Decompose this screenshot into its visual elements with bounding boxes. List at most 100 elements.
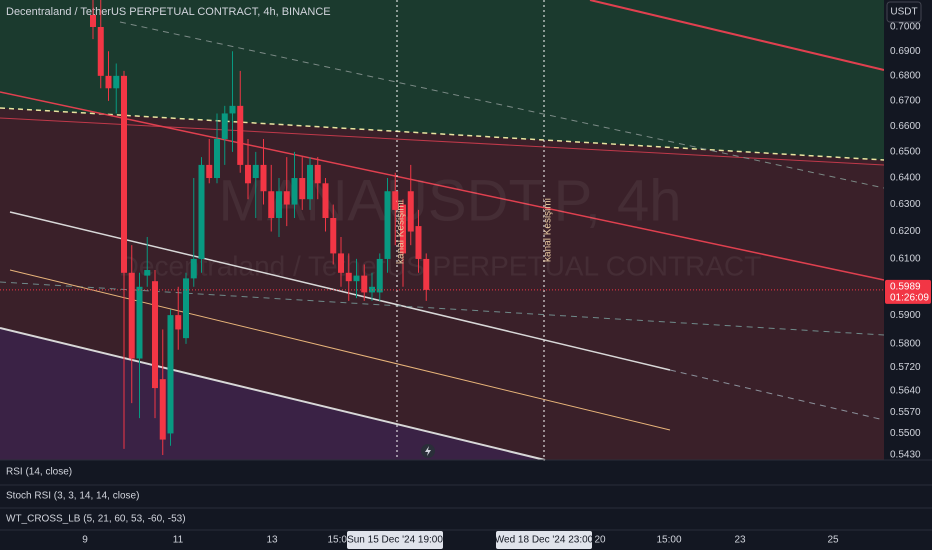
x-tick-label: 15:00 — [656, 535, 681, 546]
candle-body — [361, 275, 368, 293]
green-zone — [0, 0, 884, 160]
y-tick-label: 0.6900 — [890, 46, 921, 57]
candle-body — [90, 14, 96, 27]
y-tick-label: 0.6600 — [890, 121, 921, 132]
indicator-label[interactable]: RSI (14, close) — [6, 467, 72, 478]
annotation: kanal Kesişimi — [543, 198, 554, 262]
candle-body — [307, 164, 313, 200]
x-tick-label: 13 — [266, 535, 278, 546]
channel-line — [0, 327, 546, 461]
candle-body — [283, 191, 290, 205]
candle-body — [268, 191, 275, 218]
candle-body — [353, 275, 360, 282]
candle-body — [345, 272, 352, 282]
candle-body — [113, 75, 120, 89]
countdown: 01:26:09 — [890, 293, 929, 304]
candle-body — [167, 315, 174, 434]
candles — [90, 0, 430, 456]
candle-body — [407, 191, 414, 232]
channel-line — [9, 269, 671, 431]
last-price-box — [885, 279, 931, 304]
candle-body — [175, 315, 182, 330]
candle-body — [338, 253, 344, 273]
time-highlight — [347, 531, 443, 549]
price-axis — [884, 0, 932, 530]
x-tick-label: 25 — [827, 535, 839, 546]
candle-body — [128, 272, 135, 359]
indicator-label[interactable]: WT_CROSS_LB (5, 21, 60, 53, -60, -53) — [6, 514, 186, 525]
dashed-line — [669, 369, 885, 421]
symbol-title[interactable]: Decentraland / TetherUS PERPETUAL CONTRA… — [6, 6, 331, 18]
x-tick-label: 9 — [82, 535, 88, 546]
y-tick-label: 0.5500 — [890, 428, 921, 439]
last-price: 0.5989 — [890, 282, 921, 293]
x-tick-label: Wed 18 Dec '24 23:00 — [495, 535, 594, 546]
indicator-label[interactable]: Stoch RSI (3, 3, 14, 14, close) — [6, 491, 139, 502]
candle-body — [136, 286, 143, 359]
candle-body — [245, 164, 251, 184]
candle-body — [229, 105, 236, 114]
y-tick-label: 0.6500 — [890, 147, 921, 158]
candle-body — [291, 178, 298, 205]
y-tick-label: 0.7000 — [890, 22, 921, 33]
candle-body — [206, 164, 213, 179]
trend-line — [0, 91, 885, 281]
candle-body — [144, 270, 151, 276]
y-tick-label: 0.6300 — [890, 199, 921, 210]
candle-body — [322, 183, 329, 218]
candle-body — [384, 191, 391, 259]
y-tick-label: 0.6200 — [890, 226, 921, 237]
x-tick-label: 11 — [173, 535, 184, 546]
y-tick-label: 0.6700 — [890, 95, 921, 106]
y-tick-label: 0.5640 — [890, 386, 921, 397]
candle-body — [330, 217, 337, 254]
x-tick-label: 20 — [594, 535, 606, 546]
currency[interactable]: USDT — [890, 7, 917, 18]
y-tick-label: 0.6100 — [890, 254, 921, 265]
x-tick-label: 15:00 — [327, 535, 352, 546]
trend-line — [589, 0, 885, 71]
candle-body — [198, 164, 205, 259]
candle-body — [190, 258, 197, 279]
candle-body — [183, 278, 189, 339]
candle-body — [121, 75, 127, 273]
currency-box[interactable] — [886, 1, 922, 23]
candle-body — [415, 226, 422, 259]
dashed-line — [119, 21, 885, 189]
y-tick-label: 0.5570 — [890, 407, 921, 418]
candle-body — [237, 105, 244, 165]
candle-body — [97, 26, 104, 76]
candle-body — [423, 258, 430, 290]
watermark-name: Decentraland / TetherUS PERPETUAL CONTRA… — [119, 250, 762, 281]
candle-body — [314, 164, 321, 184]
candle-body — [260, 164, 267, 192]
x-tick-label: 23 — [734, 535, 746, 546]
candle-body — [299, 178, 306, 200]
candle-body — [376, 258, 383, 293]
candle-body — [221, 113, 228, 139]
time-highlight — [496, 531, 592, 549]
candle-body — [276, 191, 282, 218]
x-tick-label: Sun 15 Dec '24 19:00 — [347, 535, 443, 546]
dashed-level — [0, 107, 885, 161]
dashed-line — [0, 281, 885, 336]
bolt-icon — [425, 446, 431, 456]
red-zone — [0, 108, 884, 460]
annotation: kanal Kesişimi — [396, 200, 407, 264]
y-tick-label: 0.5430 — [890, 450, 921, 461]
y-tick-label: 0.5800 — [890, 339, 921, 350]
y-tick-label: 0.5720 — [890, 362, 921, 373]
candle-body — [252, 164, 259, 179]
candle-body — [400, 204, 406, 254]
trend-line — [0, 117, 885, 166]
candle-body — [152, 281, 158, 389]
candle-body — [392, 191, 399, 210]
candle-body — [214, 138, 220, 179]
candle-body — [159, 379, 166, 440]
y-tick-label: 0.5900 — [890, 310, 921, 321]
y-tick-label: 0.6400 — [890, 173, 921, 184]
candle-body — [105, 75, 112, 89]
channel-line — [9, 211, 671, 371]
y-tick-label: 0.6800 — [890, 70, 921, 81]
